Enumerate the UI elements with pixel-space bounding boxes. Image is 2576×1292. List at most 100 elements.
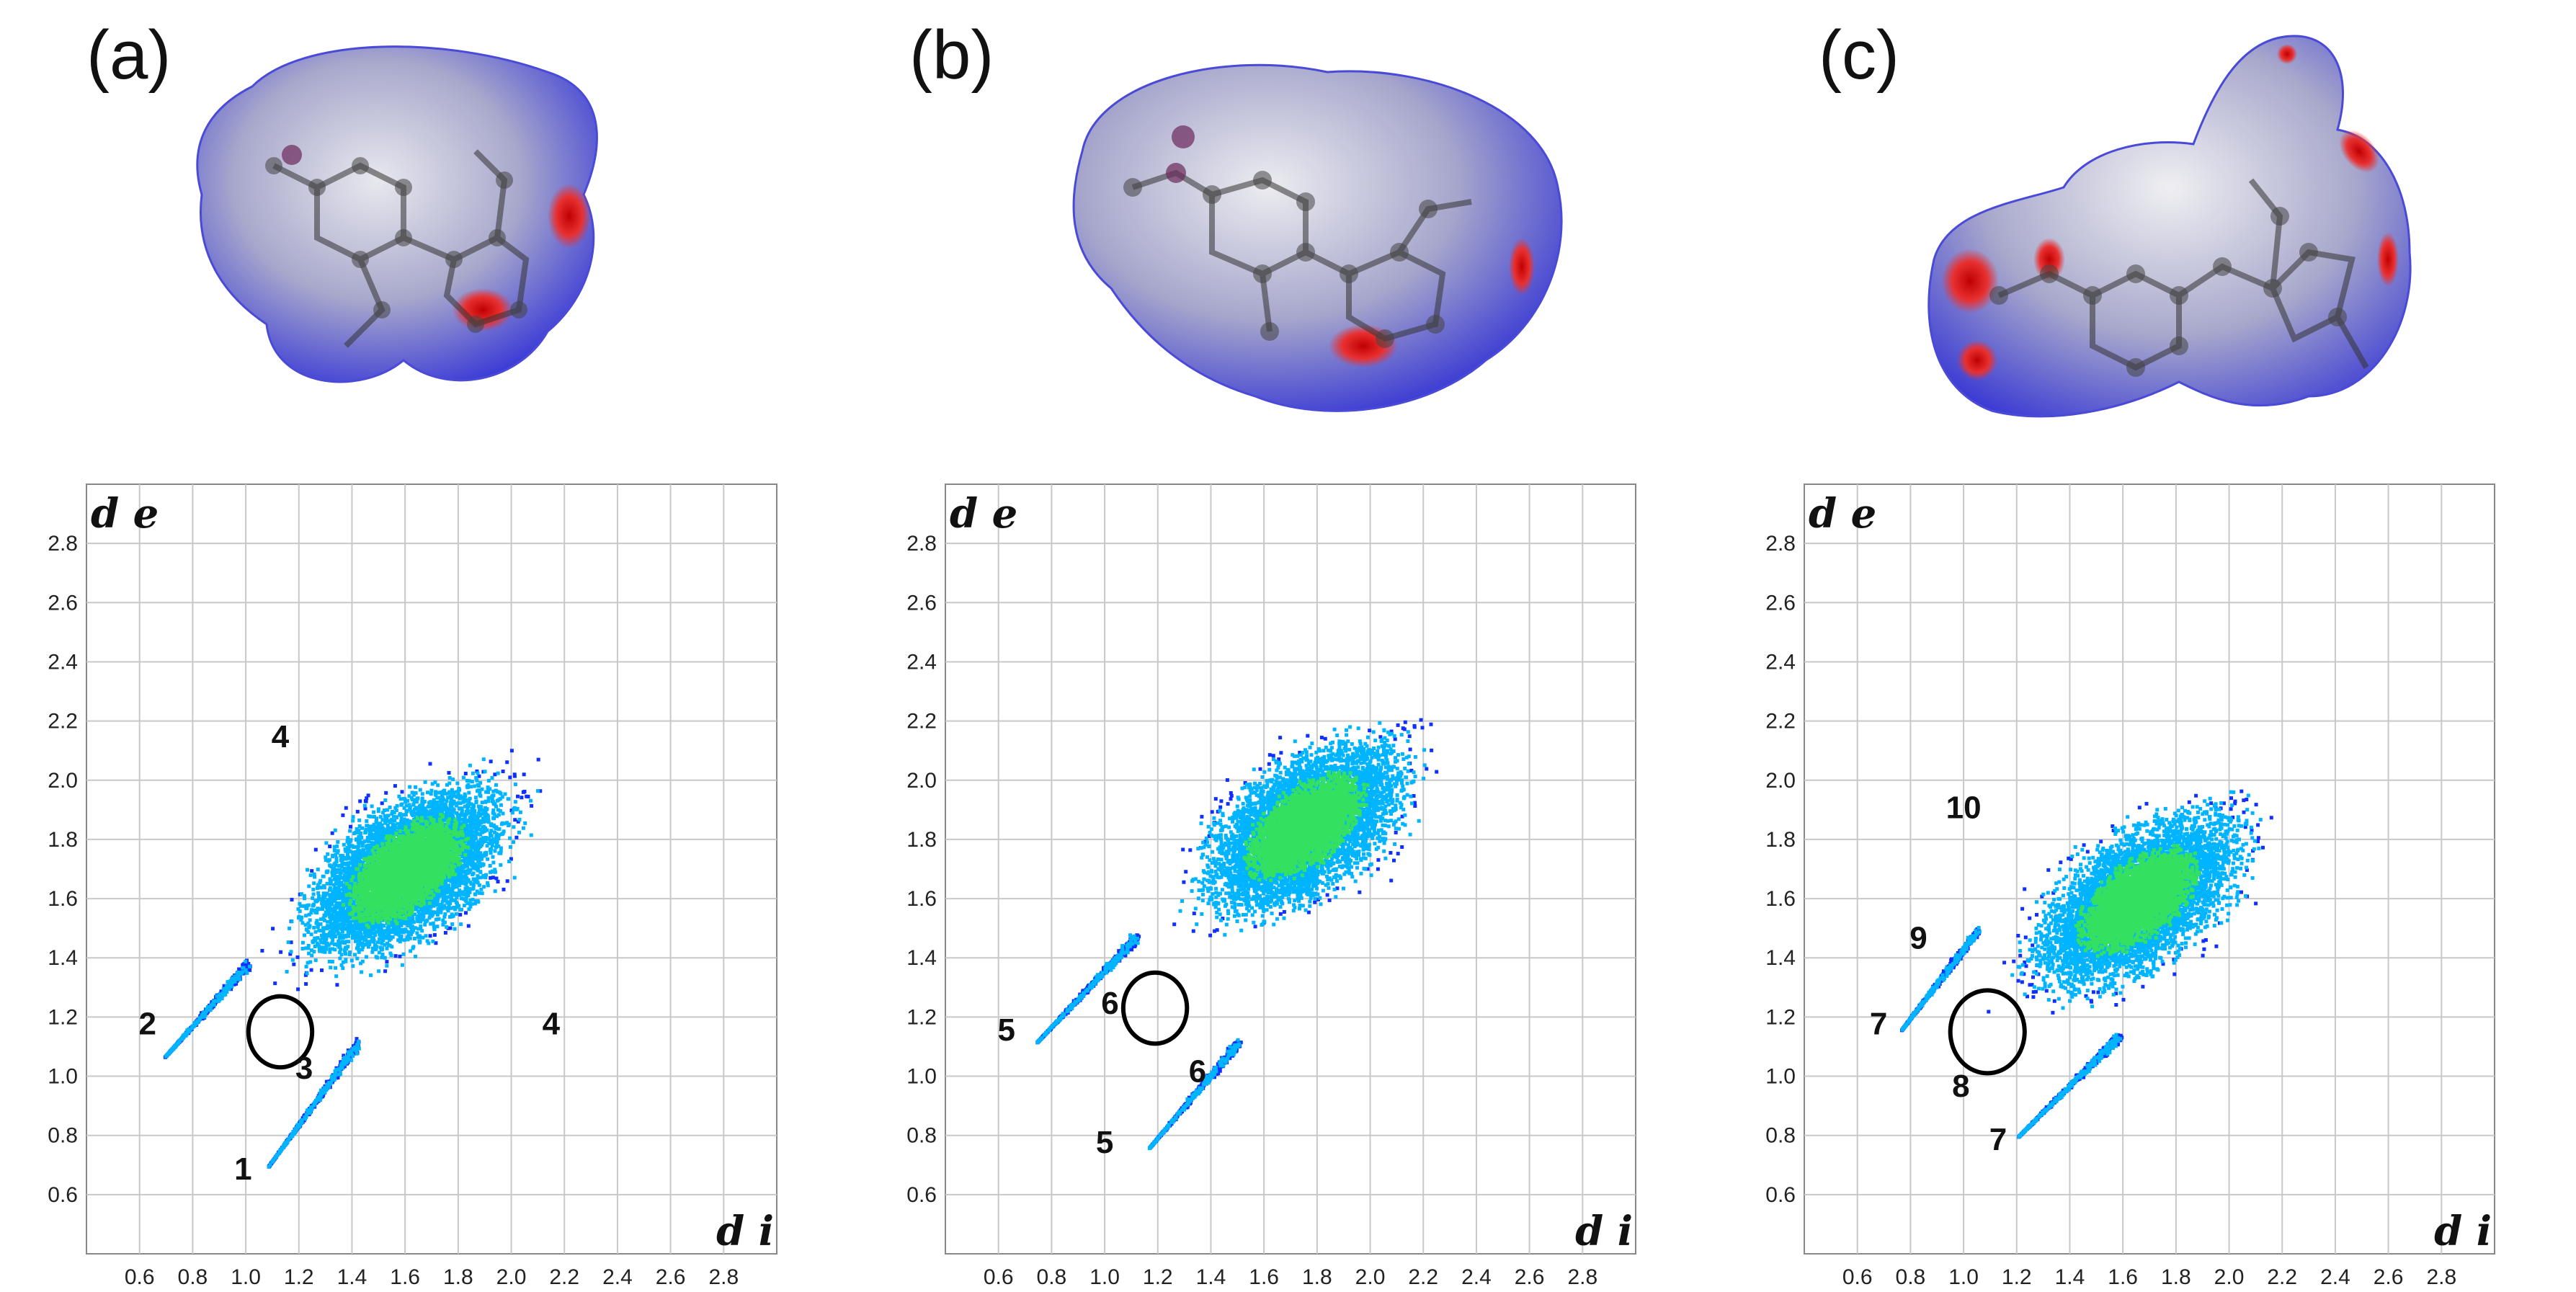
y-tick-label: 1.2 <box>906 1005 937 1029</box>
x-axis-title: d i <box>2434 1208 2492 1255</box>
y-tick-label: 1.6 <box>48 887 78 911</box>
x-tick-label: 1.4 <box>2055 1265 2085 1289</box>
y-tick-label: 1.0 <box>48 1065 78 1089</box>
x-tick-label: 0.6 <box>984 1265 1014 1289</box>
x-tick-label: 2.6 <box>656 1265 686 1289</box>
contact-spot-red <box>548 184 591 249</box>
y-tick-label: 1.4 <box>48 946 78 970</box>
hirshfeld-surface <box>1927 35 2412 418</box>
grid <box>1804 484 2495 1254</box>
x-tick-label: 1.0 <box>231 1265 261 1289</box>
y-tick-label: 2.0 <box>1765 769 1796 793</box>
x-tick-label: 1.8 <box>1302 1265 1332 1289</box>
y-tick-label: 1.6 <box>1765 887 1796 911</box>
x-tick-label: 1.6 <box>1249 1265 1279 1289</box>
y-tick-label: 1.2 <box>1765 1005 1796 1029</box>
y-tick-label: 2.0 <box>48 769 78 793</box>
contact-spot-red <box>1509 238 1535 295</box>
fingerprint-plot: 0.6 0.8 1.0 1.2 1.4 1.6 1.8 2.0 2.2 2.4 2.6 2.8 0.6 0… <box>906 484 1636 1289</box>
highlight-circle <box>1948 988 2027 1076</box>
y-tick-label: 2.4 <box>1765 650 1796 674</box>
x-tick-label: 1.0 <box>1089 1265 1120 1289</box>
x-tick-label: 1.4 <box>1196 1265 1226 1289</box>
panel-c: (c) 0.6 0.8 1.0 1.2 1.4 1.6 1 <box>1718 0 2575 1292</box>
region-annotation: 4 <box>543 1007 561 1042</box>
x-tick-label: 1.2 <box>284 1265 314 1289</box>
y-tick-label: 2.4 <box>906 650 937 674</box>
panel-a: (a) 0.6 0.8 1.0 1.2 1.4 1.6 1.8 2.0 2.2 2.4 2.6 2 <box>0 0 857 1292</box>
x-tick-label: 2.2 <box>1408 1265 1438 1289</box>
contact-spot-red <box>2377 232 2399 287</box>
surface-shape <box>1927 35 2412 418</box>
x-tick-label: 2.2 <box>2267 1265 2297 1289</box>
contact-spot-red <box>2339 130 2379 173</box>
x-tick-label: 2.8 <box>708 1265 739 1289</box>
region-annotation: 10 <box>1946 790 1982 826</box>
panel-label: (a) <box>86 17 171 94</box>
fingerprint-plot: 0.6 0.8 1.0 1.2 1.4 1.6 1.8 2.0 2.2 2.4 2.6 2.8 0.6 0… <box>1765 484 2495 1289</box>
atom-spheres <box>1123 171 1445 348</box>
x-tick-label: 0.6 <box>1842 1265 1873 1289</box>
x-tick-label: 2.8 <box>1567 1265 1597 1289</box>
region-annotation: 4 <box>272 719 290 754</box>
y-tick-label: 0.8 <box>906 1124 937 1148</box>
y-tick-label: 0.8 <box>48 1124 78 1148</box>
y-tick-label: 2.8 <box>48 532 78 556</box>
hirshfeld-surface <box>1072 63 1563 412</box>
x-tick-label: 1.0 <box>1948 1265 1979 1289</box>
atom-spheres <box>1989 207 2347 377</box>
x-axis-title: d i <box>716 1208 774 1255</box>
y-tick-label: 1.8 <box>1765 828 1796 852</box>
x-tick-label: 1.8 <box>2161 1265 2191 1289</box>
y-tick-label: 0.6 <box>48 1183 78 1207</box>
contact-spot-red <box>1957 340 1997 380</box>
x-tick-label: 0.8 <box>1896 1265 1926 1289</box>
x-tick-label: 2.0 <box>1355 1265 1386 1289</box>
x-tick-label: 2.0 <box>2214 1265 2245 1289</box>
region-annotation: 5 <box>1096 1125 1113 1160</box>
region-annotation: 5 <box>998 1012 1015 1048</box>
y-tick-label: 2.4 <box>48 650 78 674</box>
x-tick-label: 1.4 <box>337 1265 367 1289</box>
x-tick-label: 2.4 <box>1461 1265 1492 1289</box>
y-tick-label: 2.6 <box>906 591 937 615</box>
x-tick-label: 0.6 <box>125 1265 155 1289</box>
y-tick-label: 2.6 <box>1765 591 1796 615</box>
highlight-circle <box>246 994 315 1070</box>
y-tick-label: 2.0 <box>906 769 937 793</box>
atom-spheres <box>265 157 527 333</box>
y-tick-label: 1.4 <box>906 946 937 970</box>
region-annotation: 2 <box>139 1007 156 1042</box>
y-axis-title: d e <box>950 490 1017 538</box>
x-tick-label: 1.2 <box>2002 1265 2032 1289</box>
surface-shape <box>196 45 598 383</box>
contact-spot-red <box>2277 44 2297 64</box>
x-tick-label: 2.4 <box>2320 1265 2350 1289</box>
x-tick-label: 2.4 <box>602 1265 633 1289</box>
y-tick-label: 1.4 <box>1765 946 1796 970</box>
contact-spot-red <box>453 288 513 331</box>
y-tick-label: 1.0 <box>906 1065 937 1089</box>
region-annotation: 1 <box>234 1151 251 1187</box>
fingerprint-points <box>1035 718 1439 1151</box>
x-axis-title: d i <box>1575 1208 1633 1255</box>
y-tick-label: 2.6 <box>48 591 78 615</box>
y-axis-title: d e <box>1809 490 1876 538</box>
region-annotation: 8 <box>1952 1069 1969 1104</box>
highlight-circle <box>1120 970 1190 1046</box>
x-tick-label: 2.2 <box>549 1265 579 1289</box>
region-annotation: 7 <box>1989 1122 2007 1157</box>
x-tick-label: 1.6 <box>390 1265 420 1289</box>
surface-shape <box>1072 63 1563 412</box>
x-tick-label: 2.8 <box>2426 1265 2456 1289</box>
region-annotation: 7 <box>1870 1007 1887 1042</box>
y-tick-label: 2.8 <box>1765 532 1796 556</box>
panel-label: (c) <box>1819 17 1899 94</box>
panel-label: (b) <box>909 17 994 94</box>
x-tick-label: 1.6 <box>2108 1265 2138 1289</box>
y-tick-label: 1.8 <box>48 828 78 852</box>
x-tick-label: 0.8 <box>1037 1265 1067 1289</box>
x-tick-label: 2.0 <box>496 1265 527 1289</box>
y-axis-title: d e <box>91 490 159 538</box>
y-tick-label: 0.8 <box>1765 1124 1796 1148</box>
